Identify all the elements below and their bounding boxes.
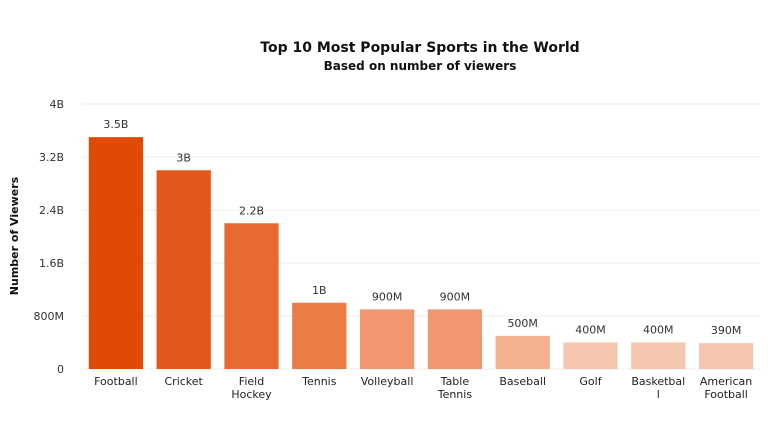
bar[interactable]	[88, 137, 144, 369]
x-tick-label: Football	[94, 375, 138, 388]
y-tick-label: 2.4B	[39, 204, 64, 217]
x-tick-label: Hockey	[231, 388, 272, 401]
x-tick-label: Football	[704, 388, 748, 401]
y-axis-label: Number of Viewers	[8, 176, 21, 295]
x-tick-label: Golf	[579, 375, 602, 388]
x-tick-label: Baseball	[499, 375, 546, 388]
bar[interactable]	[427, 309, 483, 369]
x-tick-label: Tennis	[301, 375, 337, 388]
x-tick-label: American	[700, 375, 752, 388]
bar[interactable]	[495, 335, 550, 369]
x-tick-label: Basketbal	[631, 375, 685, 388]
data-label: 3B	[176, 151, 191, 164]
data-label: 500M	[507, 317, 538, 330]
data-label: 2.2B	[239, 204, 264, 217]
y-axis-ticks: 0 800M 1.6B 2.4B 3.2B 4B	[34, 98, 65, 376]
chart-subtitle: Based on number of viewers	[324, 59, 517, 73]
data-label: 400M	[575, 324, 606, 337]
bar[interactable]	[292, 302, 347, 369]
x-tick-label: Table	[440, 375, 470, 388]
bars	[88, 137, 754, 370]
y-tick-label: 800M	[34, 310, 65, 323]
x-tick-label: Cricket	[165, 375, 204, 388]
chart-title: Top 10 Most Popular Sports in the World	[260, 40, 579, 56]
bar[interactable]	[563, 342, 618, 370]
y-tick-label: 4B	[49, 98, 64, 111]
data-label: 1B	[312, 284, 327, 297]
x-tick-label: l	[657, 388, 660, 401]
y-tick-label: 1.6B	[39, 257, 64, 270]
bar[interactable]	[224, 223, 279, 369]
x-tick-label: Volleyball	[361, 375, 414, 388]
bar[interactable]	[359, 309, 415, 369]
x-tick-label: Tennis	[437, 388, 473, 401]
bar[interactable]	[698, 343, 754, 369]
x-tick-label: Field	[239, 375, 264, 388]
bar[interactable]	[156, 170, 211, 369]
data-label: 390M	[711, 324, 742, 337]
y-tick-label: 0	[57, 363, 64, 376]
data-label: 3.5B	[103, 118, 128, 131]
bar[interactable]	[631, 342, 686, 370]
data-label: 900M	[440, 290, 471, 303]
data-label: 400M	[643, 324, 674, 337]
data-labels: 3.5B 3B 2.2B 1B 900M 900M 500M 400M 400M 390M	[103, 118, 741, 337]
y-tick-label: 3.2B	[39, 151, 64, 164]
data-label: 900M	[372, 290, 403, 303]
